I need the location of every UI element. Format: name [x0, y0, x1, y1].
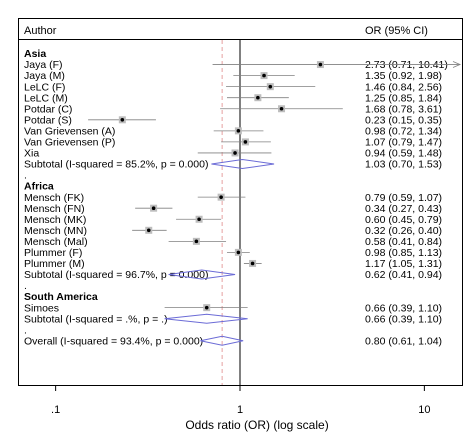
study-or-ci-text: 0.66 (0.39, 1.10) [365, 302, 442, 314]
group-label: South America [24, 291, 98, 303]
point-estimate [197, 217, 201, 222]
reference-lines [221, 40, 241, 385]
overall-diamond [200, 335, 244, 346]
point-estimate [146, 228, 151, 233]
header-or-ci: OR (95% CI) [365, 25, 428, 37]
subtotal-diamond [168, 269, 236, 280]
study-or-ci-text: 0.23 (0.15, 0.35) [365, 114, 442, 126]
study-or-ci-text: 0.60 (0.45, 0.79) [365, 214, 442, 226]
study-label: Van Grievensen (A) [24, 125, 115, 137]
study-label: Xia [24, 148, 39, 160]
study-label: Plummer (M) [24, 258, 85, 270]
study-or-ci-text: 0.98 (0.72, 1.34) [365, 125, 442, 137]
study-or-ci-text: 0.94 (0.59, 1.48) [365, 148, 442, 160]
point-estimate [236, 129, 241, 133]
study-or-ci-text: 1.17 (1.05, 1.31) [365, 258, 442, 270]
study-or-ci-text: 1.07 (0.79, 1.47) [365, 137, 442, 149]
study-label: Mensch (Mal) [24, 236, 88, 248]
subtotal-or-ci-text: 0.66 (0.39, 1.10) [365, 313, 442, 325]
study-label: LeLC (F) [24, 81, 65, 93]
group-label: Asia [24, 48, 46, 60]
point-estimate [256, 95, 260, 100]
study-label: Simoes [24, 302, 59, 314]
point-estimate [194, 239, 199, 244]
point-estimate [120, 118, 125, 122]
x-tick-label: 10 [418, 404, 430, 416]
point-estimate [279, 106, 284, 111]
subtotal-label: Subtotal (I-squared = 96.7%, p = 0.000) [24, 269, 208, 281]
point-estimate [250, 261, 255, 266]
header-author: Author [24, 25, 57, 37]
study-label: Van Grievensen (P) [24, 137, 115, 149]
point-estimate [233, 151, 237, 155]
study-label: Mensch (FK) [24, 192, 84, 204]
x-tick-label: 1 [237, 404, 243, 416]
subtotal-label: Subtotal (I-squared = 85.2%, p = 0.000) [24, 159, 208, 171]
point-estimate [318, 62, 323, 67]
study-or-ci-text: 0.58 (0.41, 0.84) [365, 236, 442, 248]
point-estimate [236, 250, 241, 255]
point-estimate [151, 206, 156, 210]
spacer-dot: . [24, 170, 27, 182]
study-or-ci-text: 0.98 (0.85, 1.13) [365, 247, 442, 259]
study-or-ci-text: 0.34 (0.27, 0.43) [365, 203, 442, 215]
point-estimate [268, 84, 273, 89]
study-label: Jaya (M) [24, 70, 65, 82]
point-estimate [219, 195, 223, 199]
study-label: LeLC (M) [24, 92, 68, 104]
study-or-ci-text: 1.25 (0.85, 1.84) [365, 92, 442, 104]
study-label: Mensch (MK) [24, 214, 86, 226]
study-label: Mensch (MN) [24, 225, 87, 237]
study-label: Potdar (C) [24, 103, 72, 115]
study-or-ci-text: 1.35 (0.92, 1.98) [365, 70, 442, 82]
overall-label: Overall (I-squared = 93.4%, p = 0.000) [24, 335, 203, 347]
study-or-ci-text: 1.46 (0.84, 2.56) [365, 81, 442, 93]
study-label: Potdar (S) [24, 114, 72, 126]
study-or-ci-text: 2.73 (0.71, 10.41) [365, 59, 448, 71]
spacer-dot: . [24, 280, 27, 292]
ci-arrow [452, 61, 462, 68]
study-or-ci-text: 0.79 (0.59, 1.07) [365, 192, 442, 204]
x-tick-label: .1 [51, 404, 60, 416]
point-estimate [243, 140, 248, 144]
subtotal-or-ci-text: 1.03 (0.70, 1.53) [365, 159, 442, 171]
point-estimate [262, 73, 266, 78]
study-label: Jaya (F) [24, 59, 63, 71]
point-estimate [204, 305, 209, 310]
x-axis-label: Odds ratio (OR) (log scale) [185, 418, 328, 432]
subtotal-diamond [211, 158, 275, 170]
study-or-ci-text: 0.32 (0.26, 0.40) [365, 225, 442, 237]
study-label: Mensch (FN) [24, 203, 85, 215]
study-or-ci-text: 1.68 (0.78, 3.61) [365, 103, 442, 115]
spacer-dot: . [24, 324, 27, 336]
overall-or-ci-text: 0.80 (0.61, 1.04) [365, 335, 442, 347]
group-label: Africa [24, 181, 54, 193]
subtotal-label: Subtotal (I-squared = .%, p = .) [24, 313, 168, 325]
x-axis: .1 1 10 [51, 386, 430, 416]
subtotal-diamond [164, 313, 248, 324]
subtotal-or-ci-text: 0.62 (0.41, 0.94) [365, 269, 442, 281]
study-label: Plummer (F) [24, 247, 82, 259]
